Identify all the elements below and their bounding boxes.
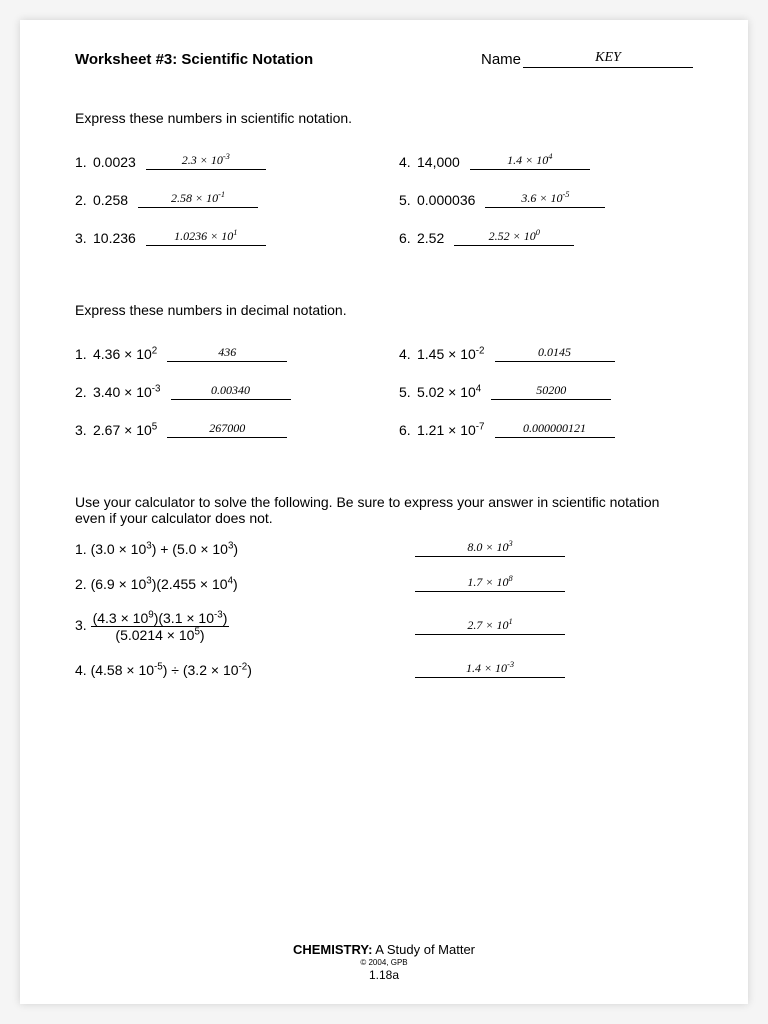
footer: CHEMISTRY: A Study of Matter © 2004, GPB… xyxy=(20,941,748,982)
question-number: 3. xyxy=(75,617,87,633)
question-row: 2.0.258 2.58 × 10-1 xyxy=(75,186,369,208)
question-text: (3.0 × 103) + (5.0 × 103) xyxy=(91,541,239,557)
name-label: Name xyxy=(481,51,521,68)
footer-page: 1.18a xyxy=(20,968,748,982)
question-number: 5. xyxy=(399,384,417,400)
question-text: 0.0023 xyxy=(93,154,136,170)
worksheet-page: Worksheet #3: Scientific Notation Name K… xyxy=(20,20,748,1004)
fraction: (4.3 × 109)(3.1 × 10-3)(5.0214 × 105) xyxy=(91,610,230,643)
question-number: 1. xyxy=(75,541,87,557)
question-row: 2.3.40 × 10-3 0.00340 xyxy=(75,378,369,400)
answer-blank: 50200 xyxy=(491,383,611,400)
question-text: 2.52 xyxy=(417,230,444,246)
answer-blank: 1.0236 × 101 xyxy=(146,229,266,246)
question-row: 1.4.36 × 102 436 xyxy=(75,340,369,362)
question-number: 6. xyxy=(399,422,417,438)
question-row: 3.2.67 × 105 267000 xyxy=(75,416,369,438)
question-text: 5.02 × 104 xyxy=(417,384,481,400)
answer-blank: 0.00340 xyxy=(171,383,291,400)
worksheet-title: Worksheet #3: Scientific Notation xyxy=(75,51,313,68)
answer-blank: 267000 xyxy=(167,421,287,438)
answer-blank: 8.0 × 103 xyxy=(415,540,565,557)
answer-blank: 2.3 × 10-3 xyxy=(146,153,266,170)
question-row: 5.0.000036 3.6 × 10-5 xyxy=(399,186,693,208)
question-row: 4.1.45 × 10-2 0.0145 xyxy=(399,340,693,362)
footer-subtitle: A Study of Matter xyxy=(372,942,475,957)
question-number: 5. xyxy=(399,192,417,208)
answer-blank: 0.000000121 xyxy=(495,421,615,438)
question-text: 10.236 xyxy=(93,230,136,246)
section3-instruction: Use your calculator to solve the followi… xyxy=(75,494,693,526)
calc-row: 4. (4.58 × 10-5) ÷ (3.2 × 10-2) 1.4 × 10-… xyxy=(75,661,693,678)
section1-grid: 1.0.0023 2.3 × 10-3 2.0.258 2.58 × 10-1 3.10… xyxy=(75,140,693,262)
question-text: 0.000036 xyxy=(417,192,475,208)
calc-row: 3. (4.3 × 109)(3.1 × 10-3)(5.0214 × 105)… xyxy=(75,610,693,643)
question-text: 0.258 xyxy=(93,192,128,208)
answer-blank: 1.4 × 10-3 xyxy=(415,661,565,678)
question-number: 1. xyxy=(75,346,93,362)
question-row: 3.10.236 1.0236 × 101 xyxy=(75,224,369,246)
question-text: 1.45 × 10-2 xyxy=(417,346,485,362)
answer-blank: 0.0145 xyxy=(495,345,615,362)
section3-list: 1. (3.0 × 103) + (5.0 × 103) 8.0 × 103 2. … xyxy=(75,540,693,678)
footer-chem: CHEMISTRY: xyxy=(293,942,372,957)
question-row: 6.1.21 × 10-7 0.000000121 xyxy=(399,416,693,438)
question-text: 2.67 × 105 xyxy=(93,422,157,438)
question-row: 4.14,000 1.4 × 104 xyxy=(399,148,693,170)
question-number: 4. xyxy=(399,154,417,170)
section2-grid: 1.4.36 × 102 436 2.3.40 × 10-3 0.00340 3.2.6… xyxy=(75,332,693,454)
answer-blank: 1.4 × 104 xyxy=(470,153,590,170)
answer-blank: 2.58 × 10-1 xyxy=(138,191,258,208)
question-number: 4. xyxy=(75,662,87,678)
answer-blank: 1.7 × 108 xyxy=(415,575,565,592)
header: Worksheet #3: Scientific Notation Name K… xyxy=(75,50,693,68)
calc-row: 2. (6.9 × 103)(2.455 × 104) 1.7 × 108 xyxy=(75,575,693,592)
question-text: 3.40 × 10-3 xyxy=(93,384,161,400)
calc-row: 1. (3.0 × 103) + (5.0 × 103) 8.0 × 103 xyxy=(75,540,693,557)
question-text: (4.58 × 10-5) ÷ (3.2 × 10-2) xyxy=(91,662,252,678)
question-text: 14,000 xyxy=(417,154,460,170)
question-row: 1.0.0023 2.3 × 10-3 xyxy=(75,148,369,170)
question-number: 3. xyxy=(75,422,93,438)
question-number: 4. xyxy=(399,346,417,362)
question-number: 2. xyxy=(75,384,93,400)
question-number: 2. xyxy=(75,576,87,592)
question-text: 1.21 × 10-7 xyxy=(417,422,485,438)
question-number: 2. xyxy=(75,192,93,208)
name-value: KEY xyxy=(523,50,693,68)
question-text: (6.9 × 103)(2.455 × 104) xyxy=(91,576,238,592)
answer-blank: 3.6 × 10-5 xyxy=(485,191,605,208)
question-number: 1. xyxy=(75,154,93,170)
section1-instruction: Express these numbers in scientific nota… xyxy=(75,110,693,126)
footer-copyright: © 2004, GPB xyxy=(20,958,748,967)
question-text: 4.36 × 102 xyxy=(93,346,157,362)
answer-blank: 436 xyxy=(167,345,287,362)
answer-blank: 2.52 × 100 xyxy=(454,229,574,246)
question-row: 6.2.52 2.52 × 100 xyxy=(399,224,693,246)
question-number: 6. xyxy=(399,230,417,246)
question-row: 5.5.02 × 104 50200 xyxy=(399,378,693,400)
section2-instruction: Express these numbers in decimal notatio… xyxy=(75,302,693,318)
question-number: 3. xyxy=(75,230,93,246)
answer-blank: 2.7 × 101 xyxy=(415,618,565,635)
